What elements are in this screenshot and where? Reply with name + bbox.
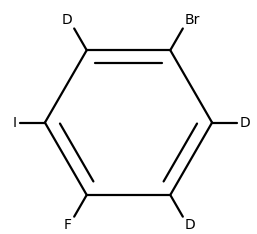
Text: D: D — [185, 218, 196, 232]
Text: F: F — [64, 218, 72, 232]
Text: I: I — [13, 116, 17, 130]
Text: Br: Br — [185, 13, 200, 27]
Text: D: D — [61, 13, 72, 27]
Text: D: D — [239, 116, 250, 130]
